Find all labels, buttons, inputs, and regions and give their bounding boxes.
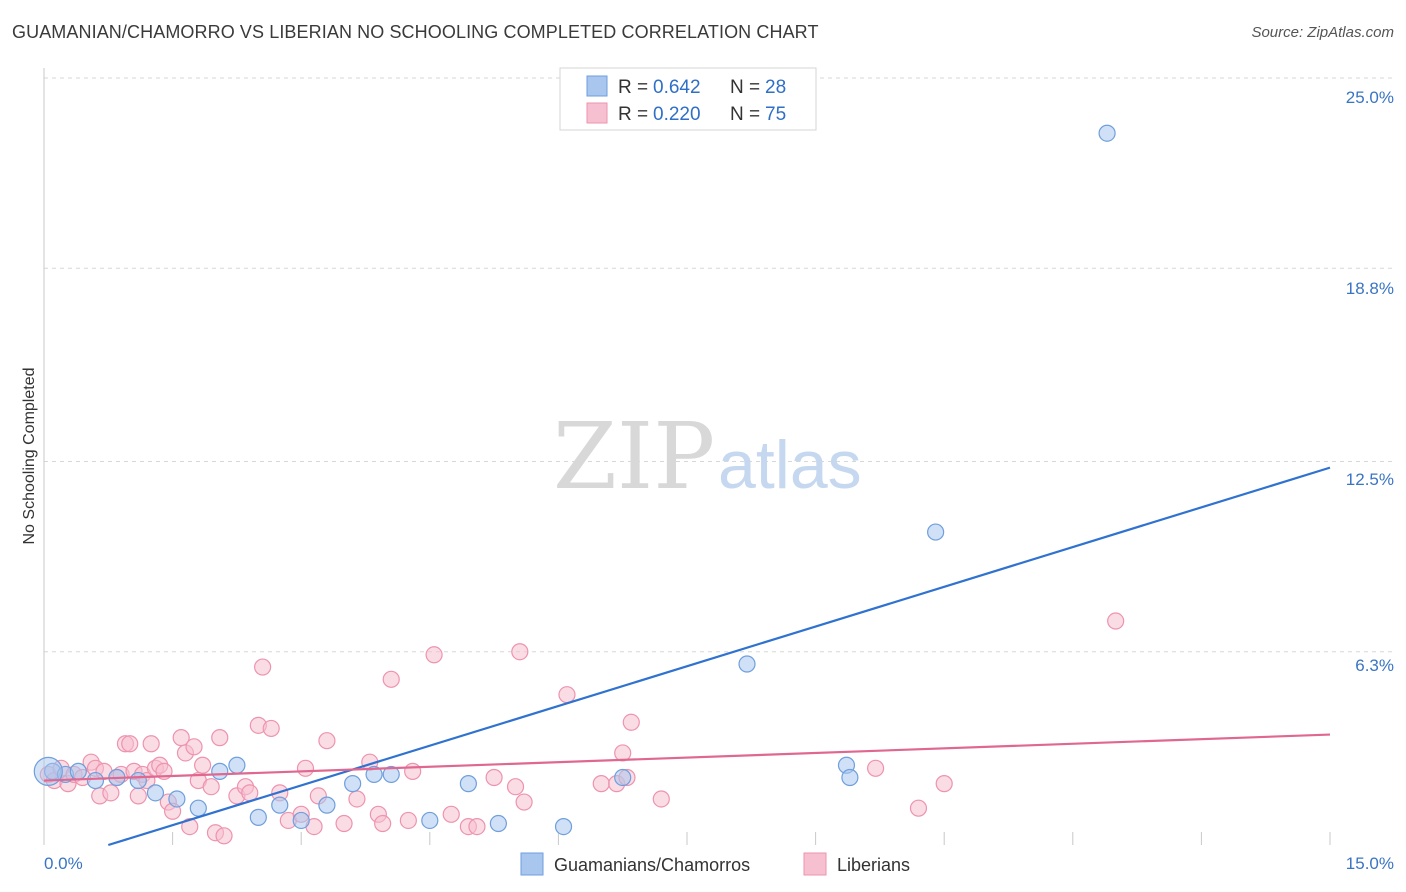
liberian-point <box>129 787 147 805</box>
liberian-point <box>592 775 610 793</box>
legend-swatch-blue <box>586 75 608 97</box>
y-tick-label: 25.0% <box>1346 88 1394 107</box>
guamanian-point <box>927 523 945 541</box>
liberian-point <box>404 762 422 780</box>
watermark-atlas: atlas <box>718 427 862 503</box>
liberian-point <box>142 735 160 753</box>
guamanian-point <box>554 817 573 836</box>
guamanian-point <box>318 796 336 814</box>
guamanian-point <box>421 811 439 830</box>
liberian-point <box>181 817 199 836</box>
liberian-point <box>102 784 120 802</box>
liberian-point <box>185 738 203 756</box>
legend-r-value: 0.642 <box>653 77 701 98</box>
liberian-point <box>909 799 928 817</box>
legend-n-value: 75 <box>765 104 786 125</box>
liberian-point <box>296 759 315 777</box>
liberian-point <box>506 778 525 796</box>
legend-r-label: R = <box>618 77 648 98</box>
liberian-point <box>1107 612 1125 630</box>
liberian-point <box>194 756 212 774</box>
liberians-trend-line <box>43 733 1331 782</box>
liberian-point <box>335 814 353 833</box>
guamanians-points <box>33 124 1116 836</box>
y-tick-label: 18.8% <box>1346 279 1394 298</box>
liberian-point <box>652 790 670 808</box>
guamanian-point <box>614 768 632 787</box>
liberian-point <box>511 643 529 661</box>
y-tick-label: 12.5% <box>1346 470 1394 489</box>
guamanian-point <box>189 799 207 817</box>
liberian-point <box>348 790 366 808</box>
guamanians-trend-line <box>107 466 1331 847</box>
legend-n-label: N = <box>730 77 760 98</box>
series-swatch-guamanians <box>520 852 544 876</box>
legend-r-value: 0.220 <box>653 104 701 125</box>
guamanian-point <box>382 765 400 784</box>
liberian-point <box>254 658 272 676</box>
guamanian-point <box>129 771 147 790</box>
liberian-point <box>382 670 400 688</box>
guamanian-point <box>1098 124 1116 142</box>
guamanian-point <box>86 771 105 790</box>
guamanian-point <box>69 762 87 780</box>
chart-source: Source: ZipAtlas.com <box>1251 24 1394 41</box>
liberian-point <box>202 778 220 796</box>
guamanian-point <box>168 790 186 808</box>
liberian-point <box>935 775 953 793</box>
liberian-point <box>614 744 632 762</box>
correlation-legend: R = 0.642 N = 28 R = 0.220 N = 75 <box>559 67 817 131</box>
guamanian-point <box>459 775 477 793</box>
liberian-point <box>515 793 533 811</box>
guamanian-point <box>146 784 165 802</box>
guamanian-point <box>344 775 362 793</box>
x-tick-label-max: 15.0% <box>1346 854 1394 873</box>
liberian-point <box>318 732 336 750</box>
legend-r-label: R = <box>618 104 648 125</box>
guamanian-point <box>249 808 267 826</box>
guamanian-point <box>271 796 289 814</box>
series-label-liberians: Liberians <box>837 855 910 875</box>
liberian-point <box>211 729 229 747</box>
liberians-points <box>39 612 1125 845</box>
guamanian-point <box>841 768 859 787</box>
liberian-point <box>121 735 139 753</box>
x-tick-label-min: 0.0% <box>44 854 83 873</box>
liberian-point <box>485 768 503 787</box>
y-tick-label: 6.3% <box>1355 656 1394 675</box>
guamanian-point <box>365 765 383 784</box>
liberian-point <box>622 713 640 731</box>
liberian-point <box>215 827 233 845</box>
liberian-point <box>374 814 392 833</box>
trend-lines <box>43 466 1331 847</box>
guamanian-point <box>211 762 229 780</box>
legend-n-value: 28 <box>765 77 786 98</box>
guamanian-point <box>292 811 310 830</box>
legend-swatch-pink <box>586 102 608 124</box>
liberian-point <box>425 646 443 664</box>
liberian-point <box>867 759 885 777</box>
y-axis-label: No Schooling Completed <box>21 368 38 545</box>
guamanian-point <box>228 756 246 774</box>
watermark-zip: ZIP <box>553 403 715 510</box>
series-legend: Guamanians/Chamorros Liberians <box>520 852 910 876</box>
y-tick-labels: 6.3% 12.5% 18.8% 25.0% <box>1346 88 1394 675</box>
liberian-point <box>262 719 280 738</box>
liberian-point <box>399 811 417 830</box>
chart-title: GUAMANIAN/CHAMORRO VS LIBERIAN NO SCHOOL… <box>12 22 819 42</box>
liberian-point <box>468 817 486 836</box>
guamanian-point <box>33 756 63 786</box>
liberian-point <box>442 805 460 823</box>
guamanian-point <box>738 655 756 673</box>
legend-n-label: N = <box>730 104 760 125</box>
series-label-guamanians: Guamanians/Chamorros <box>554 855 750 875</box>
guamanian-point <box>489 814 507 833</box>
liberian-point <box>558 686 576 704</box>
series-swatch-liberians <box>803 852 827 876</box>
